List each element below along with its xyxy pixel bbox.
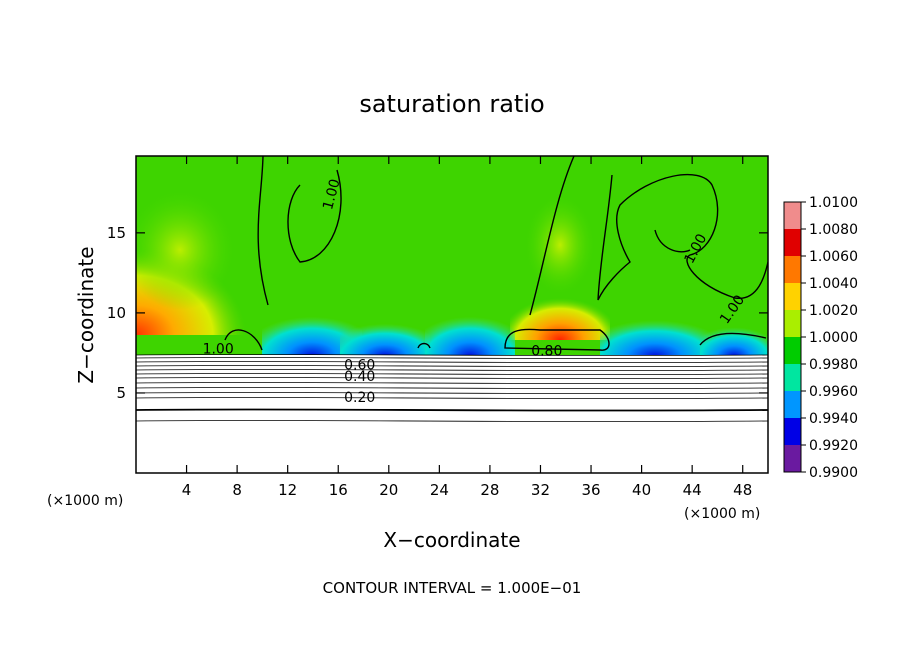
- contour-line: [136, 354, 768, 356]
- field-feature: [136, 190, 235, 310]
- x-tick-label: 24: [430, 481, 449, 499]
- colorbar-label: 1.0000: [809, 330, 858, 346]
- colorbar-label: 1.0080: [809, 222, 858, 238]
- contour-label: 1.00: [203, 342, 234, 358]
- x-tick-label: 36: [581, 481, 600, 499]
- contour-line: [136, 361, 768, 363]
- colorbar-swatch: [784, 364, 801, 392]
- contour-line: [699, 332, 767, 346]
- x-tick-label: 4: [182, 481, 192, 499]
- colorbar-label: 0.9960: [809, 384, 858, 400]
- contour-line: [136, 382, 768, 384]
- contour-label: 0.20: [344, 390, 375, 406]
- colorbar-label: 1.0100: [809, 195, 858, 211]
- colorbar-swatch: [784, 283, 801, 311]
- contour-label: 1.00: [320, 177, 344, 211]
- contour-line: [136, 397, 768, 399]
- contour-line: [136, 377, 768, 379]
- colorbar-swatch: [784, 418, 801, 446]
- contour-line: [136, 420, 768, 422]
- x-tick-label: 8: [232, 481, 242, 499]
- colorbar-swatch: [784, 310, 801, 338]
- colorbar-swatch: [784, 445, 801, 473]
- contour-labels: 1.001.001.001.000.600.400.200.80: [203, 177, 749, 405]
- field-features: [136, 190, 768, 356]
- contour-line: [529, 156, 575, 316]
- contour-label: 0.40: [344, 369, 375, 385]
- y-tick-label: 5: [116, 384, 126, 402]
- contour-line: [136, 408, 768, 412]
- x-axis-label: X−coordinate: [383, 528, 520, 552]
- colorbar-label: 1.0060: [809, 249, 858, 265]
- colorbar-swatch: [784, 202, 801, 230]
- contour-line: [136, 357, 768, 359]
- colorbar-label: 1.0040: [809, 276, 858, 292]
- contour-line: [504, 328, 610, 351]
- contour-line: [287, 169, 342, 263]
- contour-line: [417, 342, 431, 349]
- chart-title: saturation ratio: [359, 90, 544, 118]
- contour-interval-note: CONTOUR INTERVAL = 1.000E−01: [323, 579, 582, 597]
- x-axis: 4 8 12 16 20 24 28 32 36 40 44 48: [182, 156, 752, 499]
- plot-area: 1.001.001.001.000.600.400.200.80: [136, 156, 768, 473]
- field-feature: [425, 300, 515, 356]
- colorbar-swatch: [784, 391, 801, 419]
- contour-line: [224, 329, 263, 351]
- stable-layer: [136, 355, 768, 473]
- z-unit-label: (×1000 m): [47, 493, 123, 509]
- colorbar-swatch: [784, 256, 801, 284]
- contour-line: [257, 156, 269, 306]
- field-feature: [525, 195, 595, 295]
- contour-line: [136, 392, 768, 394]
- contour-label: 0.80: [531, 343, 562, 359]
- colorbar-swatch: [784, 337, 801, 365]
- y-tick-label: 15: [107, 224, 126, 242]
- y-axis-label: Z−coordinate: [74, 246, 98, 383]
- y-axis: 5 10 15: [107, 224, 768, 402]
- x-tick-label: 20: [379, 481, 398, 499]
- contour-line: [136, 387, 768, 389]
- colorbar-label: 0.9980: [809, 357, 858, 373]
- contour-line: [136, 369, 768, 371]
- y-tick-label: 10: [107, 304, 126, 322]
- colorbar-label: 0.9900: [809, 465, 858, 481]
- x-unit-label: (×1000 m): [684, 506, 760, 522]
- colorbar-label: 0.9920: [809, 438, 858, 454]
- plot-frame: [135, 155, 769, 474]
- x-tick-label: 32: [531, 481, 550, 499]
- contour-line: [136, 365, 768, 367]
- field-feature: [600, 305, 710, 356]
- colorbar: 1.0100 1.0080 1.0060 1.0040 1.0020 1.0000 0.99…: [783, 195, 858, 481]
- field-feature: [340, 310, 430, 356]
- x-tick-label: 48: [733, 481, 752, 499]
- x-tick-label: 44: [683, 481, 702, 499]
- contour-line: [136, 373, 768, 375]
- contour-lines: [136, 156, 768, 422]
- x-tick-label: 12: [278, 481, 297, 499]
- contour-line: [597, 173, 768, 301]
- colorbar-swatch: [784, 229, 801, 257]
- x-tick-label: 40: [632, 481, 651, 499]
- contour-line: [654, 229, 691, 253]
- colorbar-label: 1.0020: [809, 303, 858, 319]
- colorbar-label: 0.9940: [809, 411, 858, 427]
- contour-label: 0.60: [344, 358, 375, 374]
- x-tick-label: 28: [480, 481, 499, 499]
- x-tick-label: 16: [329, 481, 348, 499]
